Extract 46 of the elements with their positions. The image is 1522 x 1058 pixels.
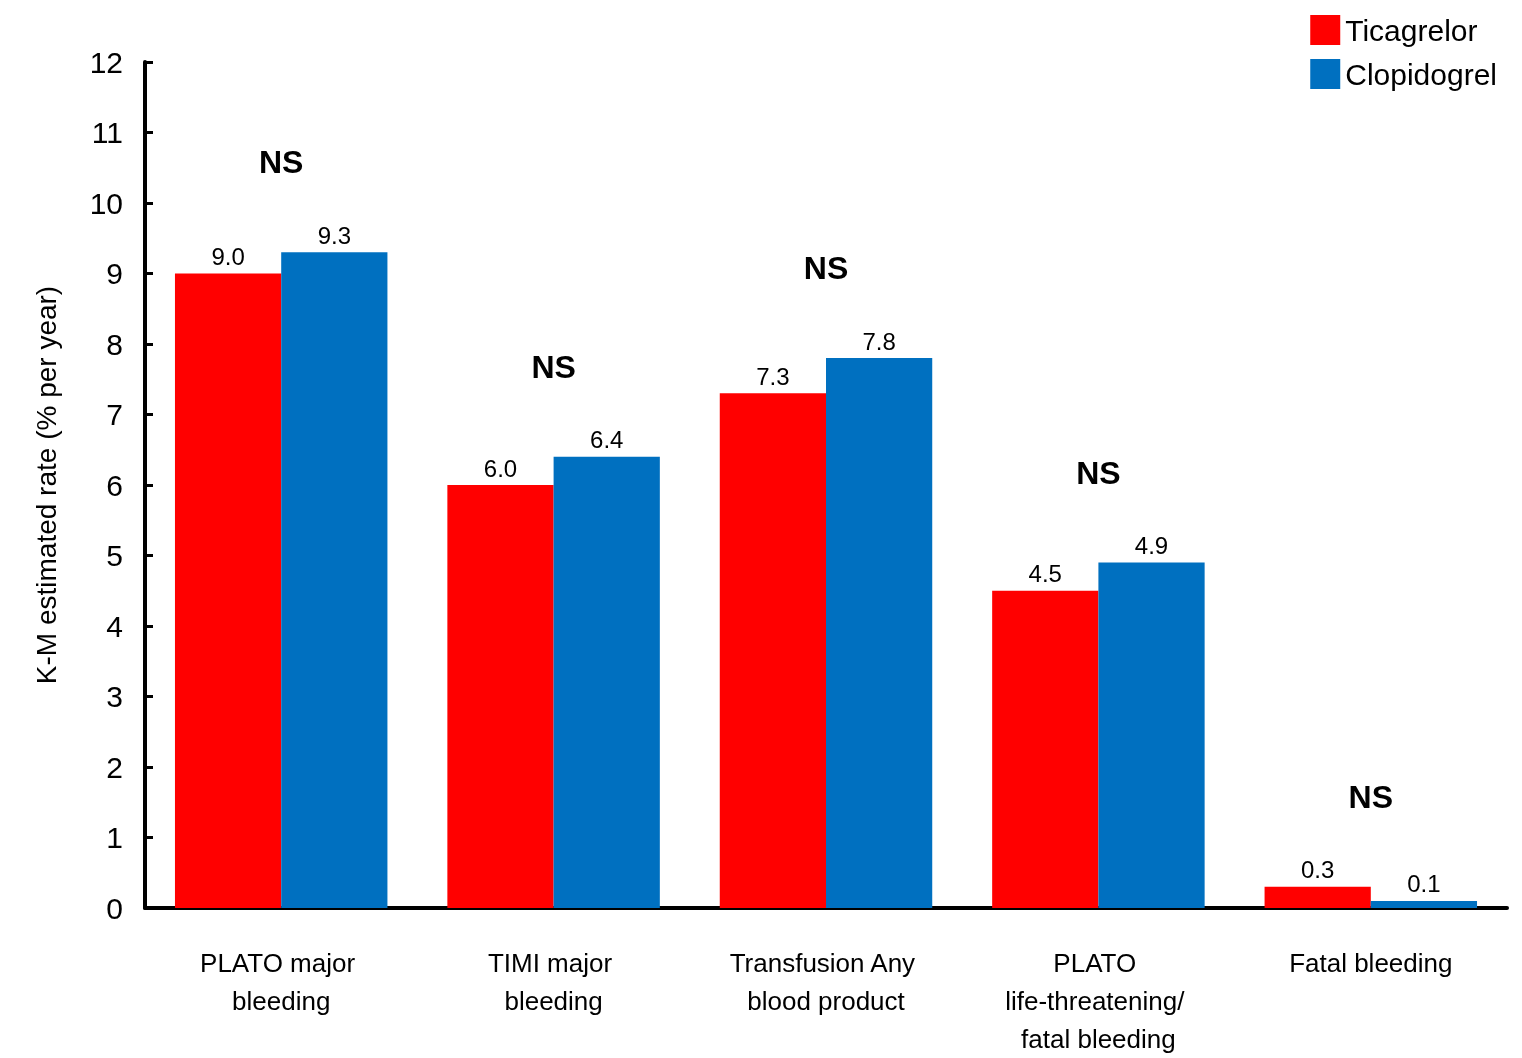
data-label: 7.8 (862, 327, 896, 355)
x-tick-label: Fatal bleeding (1289, 948, 1453, 978)
data-label: 6.4 (590, 426, 624, 454)
annotation: NS (531, 348, 576, 385)
data-label: 9.0 (211, 243, 245, 270)
x-tick-label: TIMI major bleeding (487, 948, 620, 1016)
annotation: NS (803, 250, 849, 287)
y-tick-label: 4 (106, 609, 123, 643)
data-label: 0.3 (1300, 856, 1335, 884)
y-tick-label: 0 (106, 891, 123, 925)
x-tick-label: Transfusion Any blood product (729, 948, 923, 1016)
bar (719, 393, 826, 908)
data-label: 9.3 (317, 221, 352, 249)
bar (281, 252, 388, 908)
bar (1264, 886, 1371, 908)
annotation: NS (1076, 454, 1121, 491)
x-tick-label: PLATO major bleeding (200, 948, 363, 1016)
y-tick-label: 6 (106, 468, 123, 502)
data-label: 6.0 (483, 454, 518, 482)
y-tick-label: 2 (106, 750, 123, 784)
y-tick-label: 10 (89, 186, 123, 220)
y-tick-label: 9 (106, 257, 123, 290)
data-label: 4.5 (1028, 560, 1062, 588)
annotation: NS (1348, 778, 1394, 815)
annotation: NS (258, 144, 304, 181)
bar (553, 456, 660, 908)
y-tick-label: 5 (106, 539, 123, 572)
bar (992, 590, 1099, 908)
legend-label: Clopidogrel (1345, 57, 1498, 91)
legend-label: Ticagrelor (1345, 13, 1478, 47)
data-label: 7.3 (756, 362, 790, 390)
bar (1370, 900, 1478, 908)
bar (1098, 562, 1205, 908)
y-tick-label: 7 (106, 398, 123, 431)
y-tick-label: 3 (106, 680, 123, 713)
bar (174, 273, 282, 908)
y-tick-label: 11 (91, 116, 123, 149)
bar (826, 358, 933, 908)
y-tick-label: 12 (89, 45, 123, 79)
data-label: 4.9 (1134, 532, 1169, 560)
x-tick-label: PLATO life-threatening/ fatal bleeding (1005, 948, 1192, 1054)
y-tick-label: 1 (106, 821, 123, 854)
data-label: 0.1 (1407, 870, 1441, 898)
bar (447, 485, 554, 908)
y-axis-title: K-M estimated rate (% per year) (30, 285, 62, 685)
y-tick-label: 8 (106, 327, 123, 361)
